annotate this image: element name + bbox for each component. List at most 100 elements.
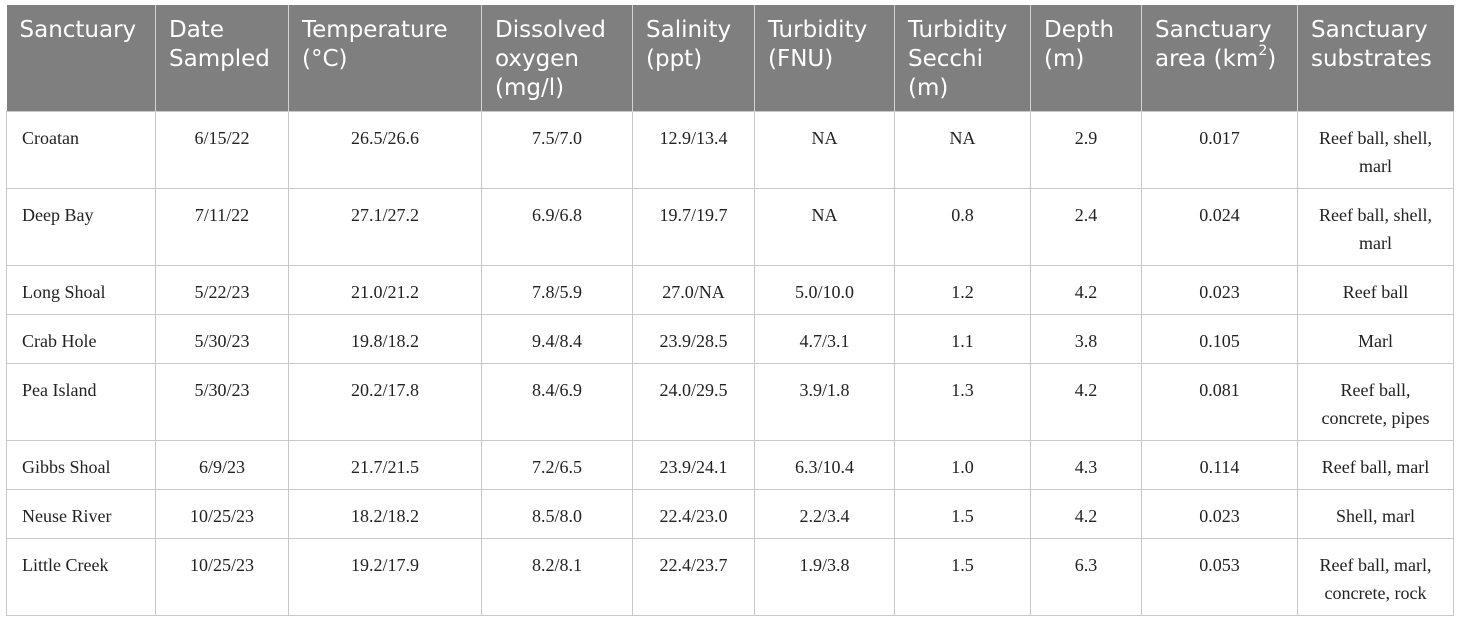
cell-depth: 4.2 <box>1030 265 1142 315</box>
table-row: Deep Bay 7/11/22 27.1/27.2 6.9/6.8 19.7/19.7… <box>6 188 1454 266</box>
cell-turbidity-secchi: 1.1 <box>894 314 1031 364</box>
cell-depth: 4.2 <box>1030 363 1142 441</box>
cell-sanctuary: Croatan <box>6 111 156 189</box>
cell-turbidity-fnu: 3.9/1.8 <box>754 363 895 441</box>
cell-turbidity-fnu: 6.3/10.4 <box>754 440 895 490</box>
cell-turbidity-fnu: 1.9/3.8 <box>754 538 895 616</box>
cell-date-sampled: 10/25/23 <box>155 538 289 616</box>
cell-temperature: 27.1/27.2 <box>288 188 482 266</box>
cell-date-sampled: 7/11/22 <box>155 188 289 266</box>
cell-depth: 4.3 <box>1030 440 1142 490</box>
cell-sanctuary-area: 0.053 <box>1141 538 1298 616</box>
cell-date-sampled: 5/22/23 <box>155 265 289 315</box>
cell-sanctuary: Crab Hole <box>6 314 156 364</box>
cell-temperature: 20.2/17.8 <box>288 363 482 441</box>
header-sanctuary-substrates: Sanctuary substrates <box>1297 5 1454 112</box>
cell-turbidity-secchi: 1.0 <box>894 440 1031 490</box>
header-sanctuary-area-text: Sanctuary area (km <box>1155 17 1272 72</box>
cell-salinity: 22.4/23.7 <box>632 538 755 616</box>
header-sanctuary-area-sup: 2 <box>1258 43 1268 60</box>
header-salinity: Salinity (ppt) <box>632 5 755 112</box>
header-depth: Depth (m) <box>1030 5 1142 112</box>
cell-salinity: 27.0/NA <box>632 265 755 315</box>
cell-salinity: 23.9/28.5 <box>632 314 755 364</box>
cell-sanctuary-substrates: Reef ball, shell, marl <box>1297 188 1454 266</box>
cell-sanctuary-area: 0.114 <box>1141 440 1298 490</box>
cell-sanctuary-substrates: Reef ball, shell, marl <box>1297 111 1454 189</box>
cell-turbidity-fnu: NA <box>754 111 895 189</box>
cell-sanctuary-area: 0.081 <box>1141 363 1298 441</box>
table-row: Little Creek 10/25/23 19.2/17.9 8.2/8.1 22.4… <box>6 538 1454 616</box>
table-row: Neuse River 10/25/23 18.2/18.2 8.5/8.0 22.4/… <box>6 489 1454 539</box>
table-row: Gibbs Shoal 6/9/23 21.7/21.5 7.2/6.5 23.9/24… <box>6 440 1454 490</box>
cell-salinity: 19.7/19.7 <box>632 188 755 266</box>
cell-sanctuary: Deep Bay <box>6 188 156 266</box>
cell-dissolved-oxygen: 6.9/6.8 <box>481 188 633 266</box>
cell-turbidity-secchi: 1.5 <box>894 538 1031 616</box>
cell-temperature: 21.7/21.5 <box>288 440 482 490</box>
cell-sanctuary-substrates: Reef ball, marl, concrete, rock <box>1297 538 1454 616</box>
cell-turbidity-secchi: 1.5 <box>894 489 1031 539</box>
header-temperature: Temperature (°C) <box>288 5 482 112</box>
cell-salinity: 12.9/13.4 <box>632 111 755 189</box>
cell-sanctuary: Gibbs Shoal <box>6 440 156 490</box>
cell-turbidity-fnu: 4.7/3.1 <box>754 314 895 364</box>
cell-dissolved-oxygen: 7.2/6.5 <box>481 440 633 490</box>
cell-temperature: 18.2/18.2 <box>288 489 482 539</box>
cell-temperature: 19.8/18.2 <box>288 314 482 364</box>
cell-dissolved-oxygen: 7.5/7.0 <box>481 111 633 189</box>
cell-sanctuary-area: 0.017 <box>1141 111 1298 189</box>
header-sanctuary-area-close: ) <box>1267 46 1277 72</box>
cell-temperature: 19.2/17.9 <box>288 538 482 616</box>
cell-sanctuary: Long Shoal <box>6 265 156 315</box>
cell-temperature: 26.5/26.6 <box>288 111 482 189</box>
cell-date-sampled: 6/15/22 <box>155 111 289 189</box>
table-row: Crab Hole 5/30/23 19.8/18.2 9.4/8.4 23.9/28.… <box>6 314 1454 364</box>
sanctuary-data-table: Sanctuary Date Sampled Temperature (°C) … <box>6 5 1454 616</box>
cell-sanctuary-area: 0.023 <box>1141 265 1298 315</box>
table-header-row: Sanctuary Date Sampled Temperature (°C) … <box>6 5 1454 112</box>
cell-turbidity-secchi: 0.8 <box>894 188 1031 266</box>
cell-sanctuary: Neuse River <box>6 489 156 539</box>
cell-sanctuary: Little Creek <box>6 538 156 616</box>
cell-dissolved-oxygen: 8.4/6.9 <box>481 363 633 441</box>
cell-dissolved-oxygen: 7.8/5.9 <box>481 265 633 315</box>
cell-sanctuary-substrates: Shell, marl <box>1297 489 1454 539</box>
cell-temperature: 21.0/21.2 <box>288 265 482 315</box>
cell-sanctuary-substrates: Reef ball, concrete, pipes <box>1297 363 1454 441</box>
cell-date-sampled: 10/25/23 <box>155 489 289 539</box>
cell-sanctuary-area: 0.024 <box>1141 188 1298 266</box>
cell-depth: 2.9 <box>1030 111 1142 189</box>
cell-depth: 6.3 <box>1030 538 1142 616</box>
cell-sanctuary-substrates: Marl <box>1297 314 1454 364</box>
cell-date-sampled: 5/30/23 <box>155 314 289 364</box>
cell-depth: 3.8 <box>1030 314 1142 364</box>
cell-dissolved-oxygen: 8.5/8.0 <box>481 489 633 539</box>
cell-dissolved-oxygen: 8.2/8.1 <box>481 538 633 616</box>
cell-sanctuary: Pea Island <box>6 363 156 441</box>
table-row: Long Shoal 5/22/23 21.0/21.2 7.8/5.9 27.0/NA… <box>6 265 1454 315</box>
cell-sanctuary-area: 0.023 <box>1141 489 1298 539</box>
cell-turbidity-fnu: 5.0/10.0 <box>754 265 895 315</box>
header-turbidity-secchi: Turbidity Secchi (m) <box>894 5 1031 112</box>
cell-depth: 2.4 <box>1030 188 1142 266</box>
cell-sanctuary-area: 0.105 <box>1141 314 1298 364</box>
cell-date-sampled: 6/9/23 <box>155 440 289 490</box>
cell-turbidity-fnu: 2.2/3.4 <box>754 489 895 539</box>
header-turbidity-fnu: Turbidity (FNU) <box>754 5 895 112</box>
header-sanctuary: Sanctuary <box>6 5 156 112</box>
cell-turbidity-secchi: 1.3 <box>894 363 1031 441</box>
cell-dissolved-oxygen: 9.4/8.4 <box>481 314 633 364</box>
table-body: Croatan 6/15/22 26.5/26.6 7.5/7.0 12.9/13.4 N… <box>6 111 1454 616</box>
header-date-sampled: Date Sampled <box>155 5 289 112</box>
cell-salinity: 24.0/29.5 <box>632 363 755 441</box>
header-dissolved-oxygen: Dissolved oxygen (mg/l) <box>481 5 633 112</box>
cell-turbidity-secchi: NA <box>894 111 1031 189</box>
cell-depth: 4.2 <box>1030 489 1142 539</box>
table-row: Croatan 6/15/22 26.5/26.6 7.5/7.0 12.9/13.4 N… <box>6 111 1454 189</box>
cell-salinity: 22.4/23.0 <box>632 489 755 539</box>
cell-turbidity-secchi: 1.2 <box>894 265 1031 315</box>
cell-sanctuary-substrates: Reef ball <box>1297 265 1454 315</box>
cell-date-sampled: 5/30/23 <box>155 363 289 441</box>
cell-sanctuary-substrates: Reef ball, marl <box>1297 440 1454 490</box>
